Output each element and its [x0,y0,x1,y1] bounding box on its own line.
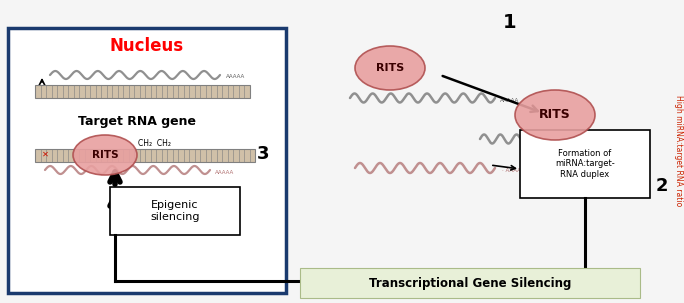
Bar [35,85,250,98]
Bar [8,28,286,293]
Text: 1: 1 [503,14,517,32]
Text: High miRNA:target RNA ratio: High miRNA:target RNA ratio [674,95,683,207]
Text: AAAAA: AAAAA [500,98,519,102]
Bar [110,187,240,235]
Text: RITS: RITS [92,150,118,160]
Text: AAAAA: AAAAA [215,169,234,175]
Text: Epigenic
silencing: Epigenic silencing [150,200,200,222]
Text: RITS: RITS [376,63,404,73]
Text: Formation of
miRNA:target-
RNA duplex: Formation of miRNA:target- RNA duplex [555,149,615,179]
Text: CH₂  CH₂: CH₂ CH₂ [138,138,172,148]
Text: RITS: RITS [539,108,571,122]
Text: Target RNA gene: Target RNA gene [78,115,196,128]
Text: 3: 3 [256,145,269,163]
Ellipse shape [355,46,425,90]
Text: Nucleus: Nucleus [110,37,184,55]
Text: AAAAA: AAAAA [226,75,246,79]
Text: ✕: ✕ [42,149,49,158]
Ellipse shape [515,90,595,140]
Text: 2: 2 [656,177,668,195]
Bar [35,148,255,161]
Text: · AAAA: · AAAA [502,168,521,172]
Bar [520,130,650,198]
Ellipse shape [73,135,137,175]
Text: Transcriptional Gene Silencing: Transcriptional Gene Silencing [369,277,571,289]
Text: AAAAA: AAAAA [614,138,633,144]
Bar [300,268,640,298]
